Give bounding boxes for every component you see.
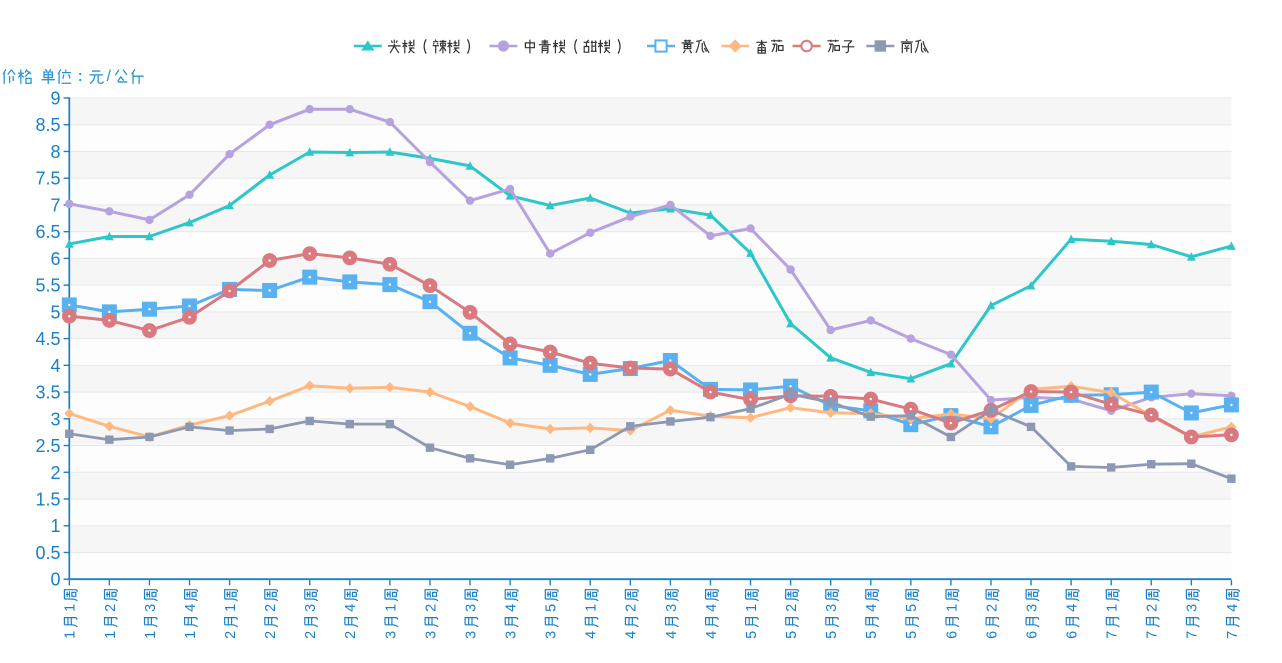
svg-text:1: 1 bbox=[744, 604, 760, 612]
svg-text:1: 1 bbox=[63, 631, 79, 639]
svg-text:4: 4 bbox=[864, 604, 880, 612]
svg-text:5: 5 bbox=[824, 631, 840, 639]
svg-text:5: 5 bbox=[50, 302, 60, 322]
svg-text:1: 1 bbox=[1105, 604, 1121, 612]
svg-text:2: 2 bbox=[423, 604, 439, 612]
svg-text:2: 2 bbox=[103, 604, 119, 612]
svg-text:2.5: 2.5 bbox=[35, 436, 60, 456]
svg-text:2: 2 bbox=[303, 631, 319, 639]
svg-text:2: 2 bbox=[223, 631, 239, 639]
svg-text:1.5: 1.5 bbox=[35, 490, 60, 510]
svg-text:6: 6 bbox=[1024, 631, 1040, 639]
svg-text:3: 3 bbox=[463, 631, 479, 639]
svg-text:3: 3 bbox=[303, 604, 319, 612]
svg-text:2: 2 bbox=[50, 463, 60, 483]
svg-text:3.5: 3.5 bbox=[35, 383, 60, 403]
svg-text:2: 2 bbox=[263, 631, 279, 639]
svg-text:6: 6 bbox=[944, 631, 960, 639]
svg-text:3: 3 bbox=[143, 604, 159, 612]
svg-text:4: 4 bbox=[704, 631, 720, 639]
svg-text:4: 4 bbox=[504, 604, 520, 612]
svg-text:4: 4 bbox=[664, 631, 680, 639]
svg-text:2: 2 bbox=[343, 631, 359, 639]
svg-text:2: 2 bbox=[984, 604, 1000, 612]
svg-text:7: 7 bbox=[1225, 631, 1241, 639]
svg-text:1: 1 bbox=[50, 516, 60, 536]
svg-text:4: 4 bbox=[1065, 604, 1081, 612]
svg-text:1: 1 bbox=[103, 631, 119, 639]
svg-text:1: 1 bbox=[944, 604, 960, 612]
svg-text:4: 4 bbox=[183, 604, 199, 612]
svg-text:1: 1 bbox=[223, 604, 239, 612]
svg-text:5: 5 bbox=[864, 631, 880, 639]
svg-text:8: 8 bbox=[50, 142, 60, 162]
svg-text:8.5: 8.5 bbox=[35, 115, 60, 135]
svg-text:7: 7 bbox=[50, 195, 60, 215]
svg-text:2: 2 bbox=[624, 604, 640, 612]
svg-text:5: 5 bbox=[904, 631, 920, 639]
svg-text:7.5: 7.5 bbox=[35, 169, 60, 189]
svg-text:1: 1 bbox=[63, 604, 79, 612]
svg-text:3: 3 bbox=[50, 409, 60, 429]
svg-text:3: 3 bbox=[504, 631, 520, 639]
svg-text:4: 4 bbox=[624, 631, 640, 639]
svg-text:6: 6 bbox=[50, 249, 60, 269]
svg-text:5: 5 bbox=[784, 631, 800, 639]
svg-text:3: 3 bbox=[423, 631, 439, 639]
svg-text:0: 0 bbox=[50, 570, 60, 590]
svg-text:1: 1 bbox=[584, 604, 600, 612]
svg-text:3: 3 bbox=[664, 604, 680, 612]
svg-text:5.5: 5.5 bbox=[35, 276, 60, 296]
svg-text:7: 7 bbox=[1185, 631, 1201, 639]
svg-text:4.5: 4.5 bbox=[35, 329, 60, 349]
svg-text:/: / bbox=[106, 68, 111, 85]
svg-text:1: 1 bbox=[183, 631, 199, 639]
svg-text:6: 6 bbox=[984, 631, 1000, 639]
svg-text:3: 3 bbox=[463, 604, 479, 612]
svg-text:4: 4 bbox=[584, 631, 600, 639]
svg-text:1: 1 bbox=[383, 604, 399, 612]
svg-text:9: 9 bbox=[50, 89, 60, 109]
svg-text:4: 4 bbox=[343, 604, 359, 612]
svg-text:4: 4 bbox=[50, 356, 60, 376]
svg-text:3: 3 bbox=[544, 631, 560, 639]
svg-text:6: 6 bbox=[1065, 631, 1081, 639]
svg-text:4: 4 bbox=[704, 604, 720, 612]
svg-text:3: 3 bbox=[824, 604, 840, 612]
svg-text:0.5: 0.5 bbox=[35, 543, 60, 563]
svg-text:5: 5 bbox=[544, 604, 560, 612]
svg-text:1: 1 bbox=[143, 631, 159, 639]
svg-text:7: 7 bbox=[1145, 631, 1161, 639]
svg-text:3: 3 bbox=[1024, 604, 1040, 612]
svg-text:4: 4 bbox=[1225, 604, 1241, 612]
svg-text:6.5: 6.5 bbox=[35, 222, 60, 242]
svg-text:3: 3 bbox=[383, 631, 399, 639]
svg-text:3: 3 bbox=[1185, 604, 1201, 612]
svg-text:7: 7 bbox=[1105, 631, 1121, 639]
svg-text:2: 2 bbox=[1145, 604, 1161, 612]
svg-text:5: 5 bbox=[744, 631, 760, 639]
svg-text:5: 5 bbox=[904, 604, 920, 612]
svg-text:2: 2 bbox=[263, 604, 279, 612]
svg-text:2: 2 bbox=[784, 604, 800, 612]
